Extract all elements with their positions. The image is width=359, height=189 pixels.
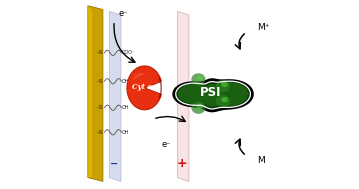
Text: M: M (257, 156, 265, 165)
Text: COO⁻: COO⁻ (122, 50, 136, 55)
Text: −: − (110, 159, 118, 168)
Ellipse shape (216, 95, 230, 107)
Text: OH: OH (122, 130, 130, 135)
Ellipse shape (197, 75, 203, 81)
Polygon shape (88, 6, 103, 181)
Text: e⁻: e⁻ (162, 140, 171, 149)
Polygon shape (127, 66, 161, 110)
Polygon shape (88, 6, 92, 178)
Ellipse shape (191, 73, 205, 86)
Ellipse shape (221, 82, 228, 87)
Text: PSI: PSI (200, 86, 222, 99)
Text: –S: –S (97, 105, 104, 110)
Ellipse shape (191, 102, 205, 114)
Text: OH: OH (122, 79, 130, 84)
Text: –S: –S (97, 50, 104, 55)
Polygon shape (176, 81, 250, 109)
Text: Cyt c: Cyt c (132, 83, 152, 91)
Polygon shape (133, 73, 145, 80)
Ellipse shape (221, 97, 228, 102)
Text: –S: –S (97, 79, 104, 84)
Polygon shape (178, 82, 248, 107)
Ellipse shape (197, 104, 203, 109)
Text: M⁺: M⁺ (257, 23, 270, 32)
Polygon shape (172, 78, 254, 112)
Text: +: + (177, 157, 188, 170)
Ellipse shape (216, 80, 230, 92)
Polygon shape (178, 11, 189, 181)
Polygon shape (109, 11, 121, 181)
Text: e⁻: e⁻ (119, 9, 129, 18)
Text: OH: OH (122, 105, 130, 110)
Text: –S: –S (97, 130, 104, 135)
